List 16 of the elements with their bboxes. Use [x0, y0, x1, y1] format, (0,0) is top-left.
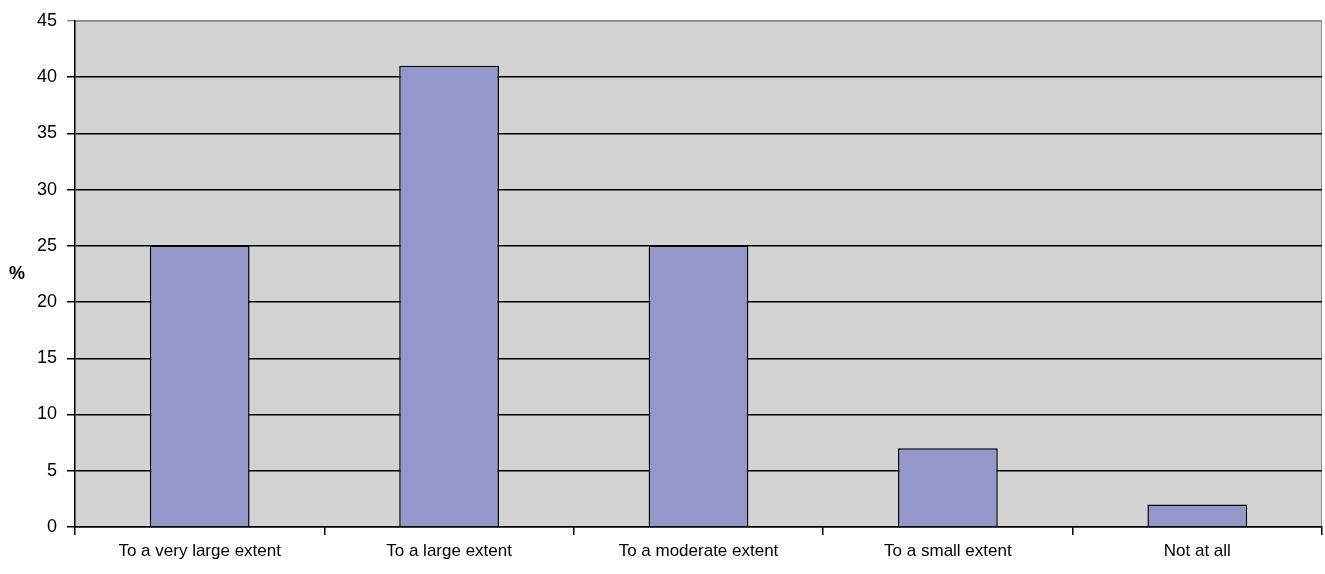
x-tick-label: To a moderate extent [618, 540, 779, 560]
y-tick-label: 45 [36, 9, 57, 30]
y-tick-label: 0 [46, 515, 57, 536]
y-tick-label: 15 [36, 347, 57, 368]
y-tick-label: 10 [36, 403, 57, 424]
x-tick-label: Not at all [1163, 540, 1231, 560]
y-tick-label: 30 [36, 178, 57, 199]
y-tick-label: 35 [36, 122, 57, 143]
x-tick-label: To a small extent [884, 540, 1012, 560]
y-tick-label: 5 [46, 459, 57, 480]
y-axis-title: % [8, 262, 26, 283]
y-tick-label: 20 [36, 290, 57, 311]
y-tick-label: 25 [36, 234, 57, 255]
y-tick-label: 40 [36, 66, 57, 87]
x-tick-label: To a very large extent [118, 540, 282, 560]
x-tick-label: To a large extent [386, 540, 513, 560]
